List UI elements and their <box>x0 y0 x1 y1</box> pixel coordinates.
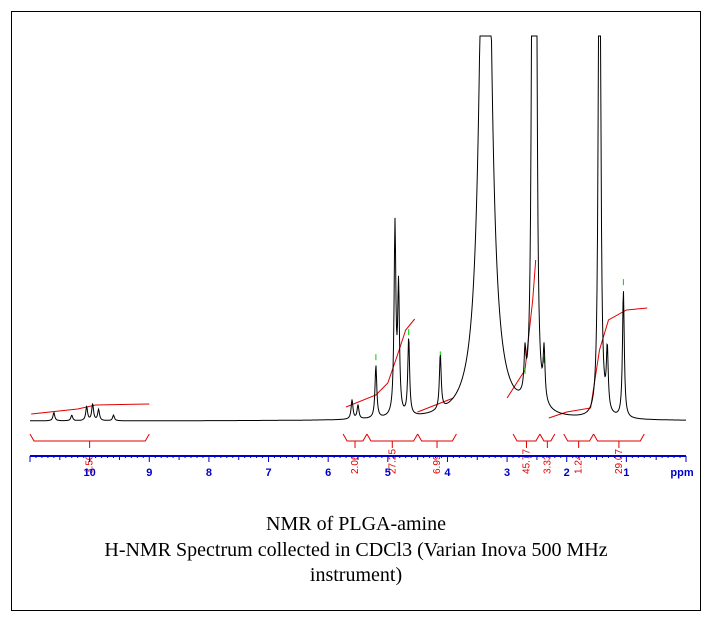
integral-value-label: 29.07 <box>614 449 625 474</box>
integral-value-label: 3.50 <box>85 454 96 474</box>
tick-label: 7 <box>265 467 271 479</box>
integral-curve <box>31 403 150 415</box>
figure-title: NMR of PLGA-amine <box>266 513 446 535</box>
integral-value-label: 2.06 <box>350 454 361 474</box>
integral-brackets: 3.50 2.06 27.25 6.99 45.77 3.33 1.24 29.07 <box>29 433 645 474</box>
integral-bracket <box>512 433 541 448</box>
ppm-axis: 10 9 8 7 6 5 4 3 2 1 ppm <box>29 455 694 479</box>
integral-bracket <box>417 433 457 448</box>
integral-curve <box>417 397 454 413</box>
figure-caption-line2: instrument) <box>309 564 403 586</box>
integral-bracket <box>563 433 594 448</box>
integral-curve <box>345 318 416 408</box>
figure-caption-line1: H-NMR Spectrum collected in CDCl3 (Varia… <box>104 539 608 561</box>
tick-label: 4 <box>444 467 451 479</box>
integral-bracket <box>366 433 419 448</box>
integral-value-label: 6.99 <box>432 454 443 474</box>
figure-frame <box>11 11 701 611</box>
integral-bracket <box>539 433 556 448</box>
tick-label: 9 <box>146 467 152 479</box>
tick-label: 6 <box>325 467 331 479</box>
axis-unit-label: ppm <box>670 467 693 479</box>
integral-value-label: 45.77 <box>521 449 532 474</box>
peak-markers <box>375 217 624 375</box>
integral-curve <box>506 259 537 399</box>
integral-curve <box>548 307 648 419</box>
integral-bracket <box>29 433 150 448</box>
nmr-spectrum-chart: 3.50 2.06 27.25 6.99 45.77 3.33 1.24 29.07 10 9 8… <box>29 35 694 479</box>
integral-value-label: 1.24 <box>574 454 585 474</box>
integral-value-label: 3.33 <box>542 454 553 474</box>
integral-curves <box>31 259 648 419</box>
integral-value-label: 27.25 <box>387 449 398 474</box>
tick-label: 1 <box>623 467 629 479</box>
tick-label: 8 <box>206 467 212 479</box>
tick-label: 2 <box>564 467 570 479</box>
spectrum-trace <box>30 35 686 422</box>
integral-bracket <box>593 433 645 448</box>
tick-label: 5 <box>385 467 391 479</box>
integral-bracket <box>342 433 368 448</box>
tick-label: 3 <box>504 467 510 479</box>
tick-label: 10 <box>84 467 96 479</box>
